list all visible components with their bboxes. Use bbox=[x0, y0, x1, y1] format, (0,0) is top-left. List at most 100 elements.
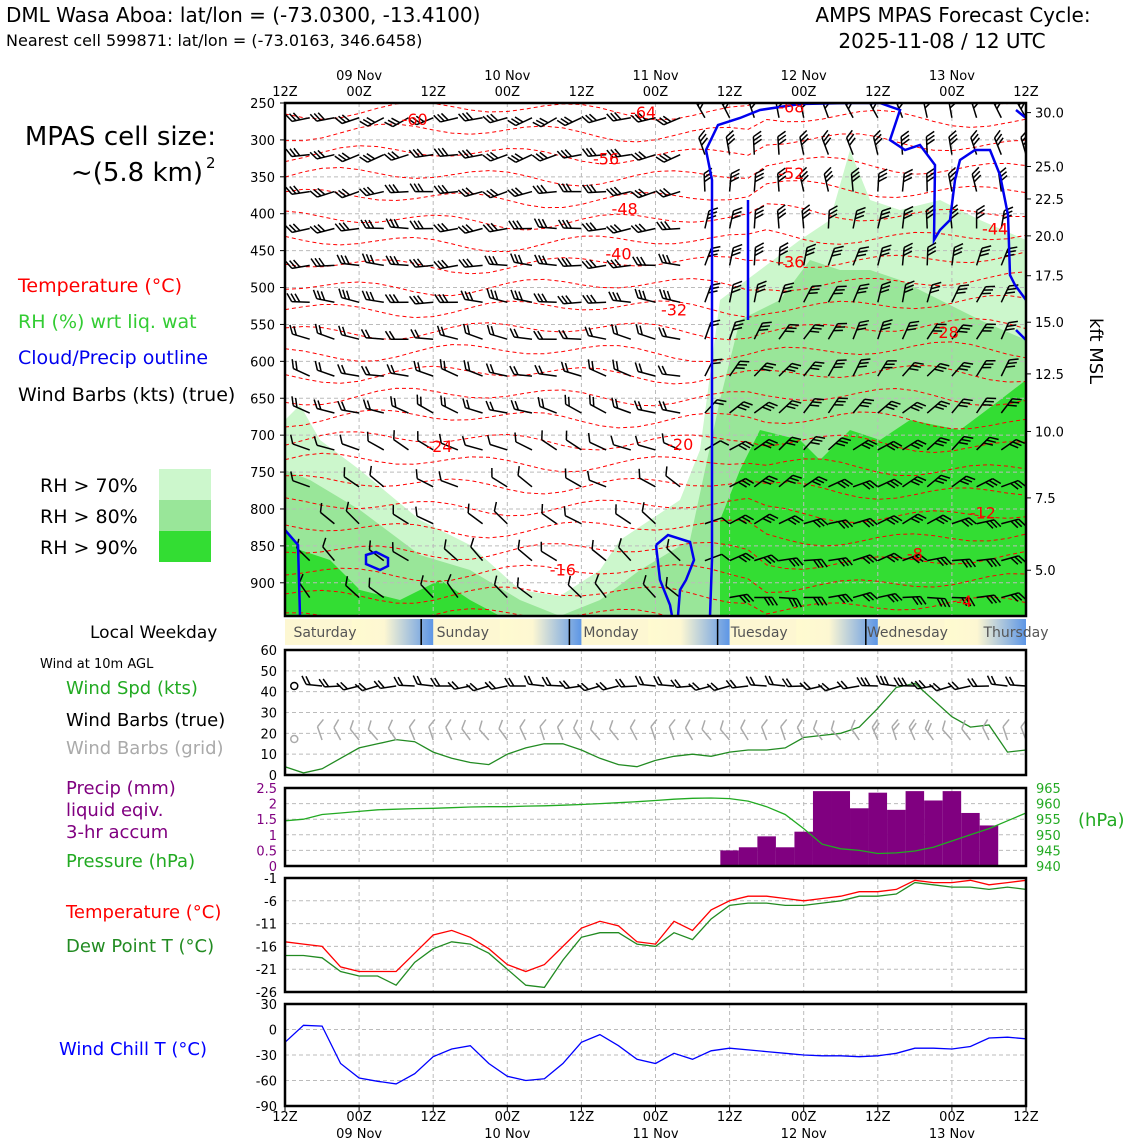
temp-dewpoint-panel: -1-6-11-16-21-26 bbox=[256, 872, 1026, 1001]
wind-spd-label: Wind Spd (kts) bbox=[66, 678, 198, 699]
tick-label: 50 bbox=[260, 665, 277, 680]
wind-chill-panel: 300-30-60-90 bbox=[256, 998, 1026, 1115]
precip-bar bbox=[776, 847, 795, 866]
pressure-tick-label: 955 bbox=[1036, 813, 1061, 828]
tick-label: -1 bbox=[264, 872, 277, 887]
tick-label: 1 bbox=[269, 829, 277, 844]
kft-tick-label: 7.5 bbox=[1035, 492, 1056, 507]
precip-bar bbox=[961, 813, 980, 866]
bottom-hour-label: 00Z bbox=[791, 1110, 817, 1125]
bottom-date-label: 09 Nov bbox=[336, 1127, 382, 1140]
tick-label: -60 bbox=[256, 1075, 277, 1090]
top-hour-label: 00Z bbox=[791, 85, 817, 100]
kft-tick-label: 10.0 bbox=[1035, 425, 1064, 440]
top-date-label: 10 Nov bbox=[484, 69, 530, 84]
wind-barb bbox=[1026, 592, 1050, 605]
top-hour-label: 00Z bbox=[495, 85, 521, 100]
precip-bar bbox=[924, 800, 943, 866]
bottom-date-label: 12 Nov bbox=[781, 1127, 827, 1140]
bottom-date-label: 10 Nov bbox=[484, 1127, 530, 1140]
precip-bar bbox=[906, 791, 925, 866]
tick-label: 30 bbox=[260, 707, 277, 722]
legend-rh90: RH > 90% bbox=[40, 537, 138, 559]
bottom-hour-label: 00Z bbox=[495, 1110, 521, 1125]
legend-temperature: Temperature (°C) bbox=[17, 275, 182, 297]
precip-bar bbox=[850, 808, 869, 866]
legend-rh70: RH > 70% bbox=[40, 475, 138, 497]
wind-note: Wind at 10m AGL bbox=[40, 657, 154, 672]
weekday-label: Saturday bbox=[293, 625, 356, 641]
isotherm-label: -20 bbox=[667, 435, 693, 454]
wind-barb bbox=[261, 110, 285, 125]
top-date-label: 09 Nov bbox=[336, 69, 382, 84]
kft-tick-label: 22.5 bbox=[1035, 193, 1064, 208]
tick-label: 30 bbox=[260, 998, 277, 1013]
bottom-hour-label: 12Z bbox=[865, 1110, 891, 1125]
kft-tick-label: 12.5 bbox=[1035, 368, 1064, 383]
top-hour-label: 12Z bbox=[569, 85, 595, 100]
cross-section-panel: -60-64-68-56-52-48-44-40-36-32-28-24-20-… bbox=[250, 87, 1106, 633]
hpa-unit-label: (hPa) bbox=[1078, 810, 1125, 831]
cell-title: Nearest cell 599871: lat/lon = (-73.0163… bbox=[6, 31, 422, 50]
tick-label: 20 bbox=[260, 727, 277, 742]
isotherm-label: -8 bbox=[907, 544, 923, 563]
tick-label: 40 bbox=[260, 686, 277, 701]
pressure-tick-label: 350 bbox=[250, 171, 275, 186]
tick-label: 0.5 bbox=[256, 844, 277, 859]
pressure-tick-label: 950 bbox=[1036, 829, 1061, 844]
station-title: DML Wasa Aboa: lat/lon = (-73.0300, -13.… bbox=[6, 3, 480, 27]
weekday-label: Sunday bbox=[437, 625, 489, 641]
rh80-swatch bbox=[159, 500, 211, 531]
isotherm-label: -16 bbox=[550, 560, 576, 579]
cycle-time: 2025-11-08 / 12 UTC bbox=[838, 29, 1045, 53]
top-hour-label: 12Z bbox=[272, 85, 298, 100]
isotherm-label: -32 bbox=[661, 301, 687, 320]
pressure-tick-label: 650 bbox=[250, 392, 275, 407]
tick-label: -21 bbox=[256, 963, 277, 978]
pressure-tick-label: 700 bbox=[250, 429, 275, 444]
precip-bar bbox=[813, 791, 832, 866]
precip-bar bbox=[887, 810, 906, 866]
kft-tick-label: 25.0 bbox=[1035, 160, 1064, 175]
precip-bar bbox=[831, 791, 850, 866]
wind-barbs-grid-label: Wind Barbs (grid) bbox=[66, 738, 224, 759]
cycle-title: AMPS MPAS Forecast Cycle: bbox=[815, 3, 1090, 27]
wind-barb bbox=[1026, 243, 1040, 267]
wind-barb bbox=[1026, 439, 1050, 457]
kft-tick-label: 15.0 bbox=[1035, 316, 1064, 331]
pressure-tick-label: 800 bbox=[250, 503, 275, 518]
tick-label: -11 bbox=[256, 918, 277, 933]
bottom-date-label: 13 Nov bbox=[929, 1127, 975, 1140]
wind-barb bbox=[1026, 169, 1035, 192]
precip-label-1: Precip (mm) bbox=[66, 778, 176, 799]
pressure-tick-label: 940 bbox=[1036, 860, 1061, 875]
precip-bar bbox=[980, 825, 999, 866]
isotherm-label: -52 bbox=[778, 164, 804, 183]
kft-axis: 30.025.022.520.017.515.012.510.07.55.0 bbox=[1026, 107, 1064, 580]
legend-barbs: Wind Barbs (kts) (true) bbox=[18, 384, 235, 406]
bottom-hour-label: 12Z bbox=[1013, 1110, 1039, 1125]
wind-barb bbox=[1026, 206, 1039, 230]
precip-bar bbox=[739, 847, 758, 866]
bottom-hour-label: 00Z bbox=[643, 1110, 669, 1125]
top-hour-label: 00Z bbox=[643, 85, 669, 100]
bottom-date-label: 11 Nov bbox=[632, 1127, 678, 1140]
isotherm-label: -68 bbox=[778, 98, 804, 117]
temp-panel-dew-label: Dew Point T (°C) bbox=[66, 936, 214, 957]
precip-label-3: 3-hr accum bbox=[66, 822, 168, 843]
precip-bar bbox=[794, 832, 813, 866]
isotherm-label: -4 bbox=[956, 592, 972, 611]
weekday-title: Local Weekday bbox=[90, 623, 217, 643]
tick-label: 2.5 bbox=[256, 782, 277, 797]
top-hour-label: 12Z bbox=[717, 85, 743, 100]
pressure-tick-label: 550 bbox=[250, 318, 275, 333]
bottom-hour-label: 12Z bbox=[717, 1110, 743, 1125]
weekday-label: Monday bbox=[583, 625, 638, 641]
pressure-tick-label: 850 bbox=[250, 540, 275, 555]
bottom-hour-label: 12Z bbox=[569, 1110, 595, 1125]
bottom-hour-label: 00Z bbox=[346, 1110, 372, 1125]
